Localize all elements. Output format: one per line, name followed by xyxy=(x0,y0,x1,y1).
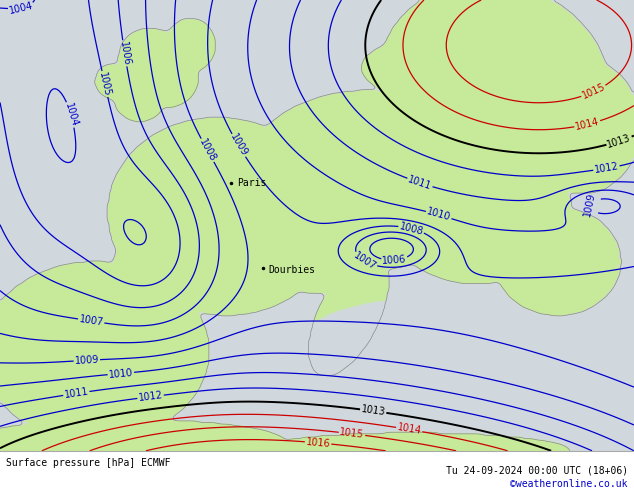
Text: 1007: 1007 xyxy=(352,250,378,272)
Text: 1009: 1009 xyxy=(74,355,100,366)
Text: 1016: 1016 xyxy=(306,437,331,449)
Text: 1006: 1006 xyxy=(118,41,131,66)
Text: ©weatheronline.co.uk: ©weatheronline.co.uk xyxy=(510,479,628,489)
Text: 1012: 1012 xyxy=(138,390,164,403)
Text: 1005: 1005 xyxy=(97,71,112,97)
Text: 1006: 1006 xyxy=(382,254,407,266)
Text: 1009: 1009 xyxy=(228,132,249,158)
Text: Paris: Paris xyxy=(237,177,266,188)
Text: 1011: 1011 xyxy=(63,387,89,400)
Text: 1004: 1004 xyxy=(63,101,79,128)
Text: 1009: 1009 xyxy=(582,192,597,218)
Text: Tu 24-09-2024 00:00 UTC (18+06): Tu 24-09-2024 00:00 UTC (18+06) xyxy=(446,466,628,475)
Text: 1013: 1013 xyxy=(360,404,386,417)
Text: 1004: 1004 xyxy=(8,0,34,16)
Text: Surface pressure [hPa] ECMWF: Surface pressure [hPa] ECMWF xyxy=(6,458,171,468)
Text: 1007: 1007 xyxy=(78,314,104,328)
Text: 1015: 1015 xyxy=(581,82,607,101)
Text: 1015: 1015 xyxy=(339,427,365,440)
Text: 1012: 1012 xyxy=(593,161,619,175)
Text: 1008: 1008 xyxy=(197,137,217,163)
Text: 1010: 1010 xyxy=(425,207,452,223)
Text: 1013: 1013 xyxy=(606,132,632,149)
Text: Dourbies: Dourbies xyxy=(269,266,316,275)
Text: 1010: 1010 xyxy=(108,368,134,380)
Text: 1011: 1011 xyxy=(406,174,433,192)
Text: 1014: 1014 xyxy=(396,422,422,437)
Text: 1014: 1014 xyxy=(574,117,600,132)
Text: 1008: 1008 xyxy=(398,221,425,237)
